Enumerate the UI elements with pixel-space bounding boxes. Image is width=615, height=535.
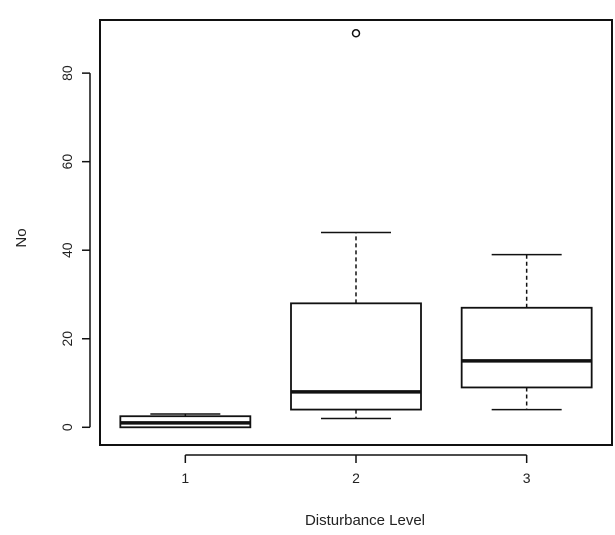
y-tick-label: 0 [59, 423, 75, 431]
x-axis-label: Disturbance Level [305, 512, 425, 529]
x-tick-label: 1 [181, 470, 189, 486]
box-group-1 [119, 413, 252, 429]
y-tick-label: 80 [59, 65, 75, 81]
y-tick-label: 60 [59, 154, 75, 170]
iqr-box [290, 302, 422, 411]
plot-border [99, 19, 613, 446]
plot-frame [99, 19, 613, 446]
x-tick-label: 2 [352, 470, 360, 486]
y-axis-label: No [13, 228, 30, 247]
x-tick-label: 3 [523, 470, 531, 486]
y-axis: 0 20 40 60 80 [59, 65, 91, 431]
iqr-box [460, 306, 593, 389]
y-tick-label: 40 [59, 242, 75, 258]
y-tick-label: 20 [59, 331, 75, 347]
x-axis: 1 2 3 [181, 454, 531, 486]
box-group-2 [290, 29, 422, 420]
outlier-point [351, 29, 361, 38]
box-group-3 [460, 253, 593, 411]
boxes [119, 29, 593, 429]
